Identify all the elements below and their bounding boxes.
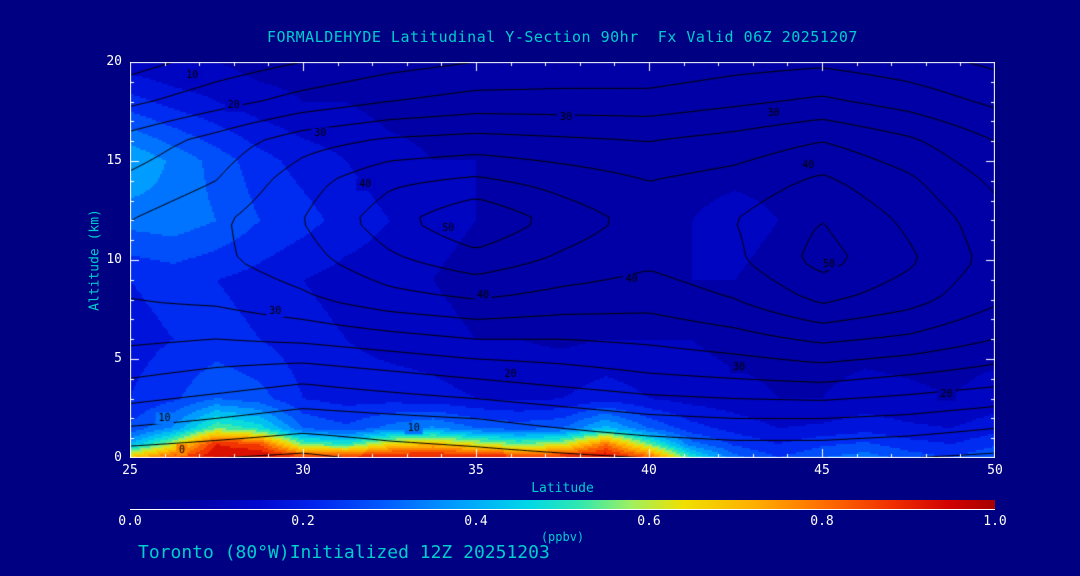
colorbar-tick-label: 0.6: [637, 514, 661, 529]
y-tick-label: 10: [106, 252, 122, 267]
x-tick-label: 25: [122, 463, 138, 478]
x-tick-label: 50: [987, 463, 1003, 478]
init-annotation: Toronto (80°W)Initialized 12Z 20251203: [138, 542, 550, 563]
y-tick-label: 0: [114, 450, 122, 465]
x-tick-label: 45: [814, 463, 830, 478]
y-tick-label: 20: [106, 54, 122, 69]
colorbar-tick-label: 0.0: [118, 514, 142, 529]
colorbar-tick-label: 0.4: [464, 514, 488, 529]
colorbar-tick-label: 0.8: [810, 514, 834, 529]
colorbar-units-label: (ppbv): [540, 530, 585, 544]
y-tick-label: 5: [114, 351, 122, 366]
colorbar-tick-label: 1.0: [983, 514, 1007, 529]
x-tick-label: 35: [468, 463, 484, 478]
y-tick-label: 15: [106, 153, 122, 168]
chart-title: FORMALDEHYDE Latitudinal Y-Section 90hr …: [267, 28, 858, 46]
x-tick-label: 30: [295, 463, 311, 478]
colorbar-gradient: [130, 500, 995, 510]
x-axis-label: Latitude: [531, 481, 594, 496]
x-tick-label: 40: [641, 463, 657, 478]
colorbar-tick-label: 0.2: [291, 514, 315, 529]
contour-plot-canvas: [130, 62, 995, 458]
plot-area: [130, 62, 995, 458]
